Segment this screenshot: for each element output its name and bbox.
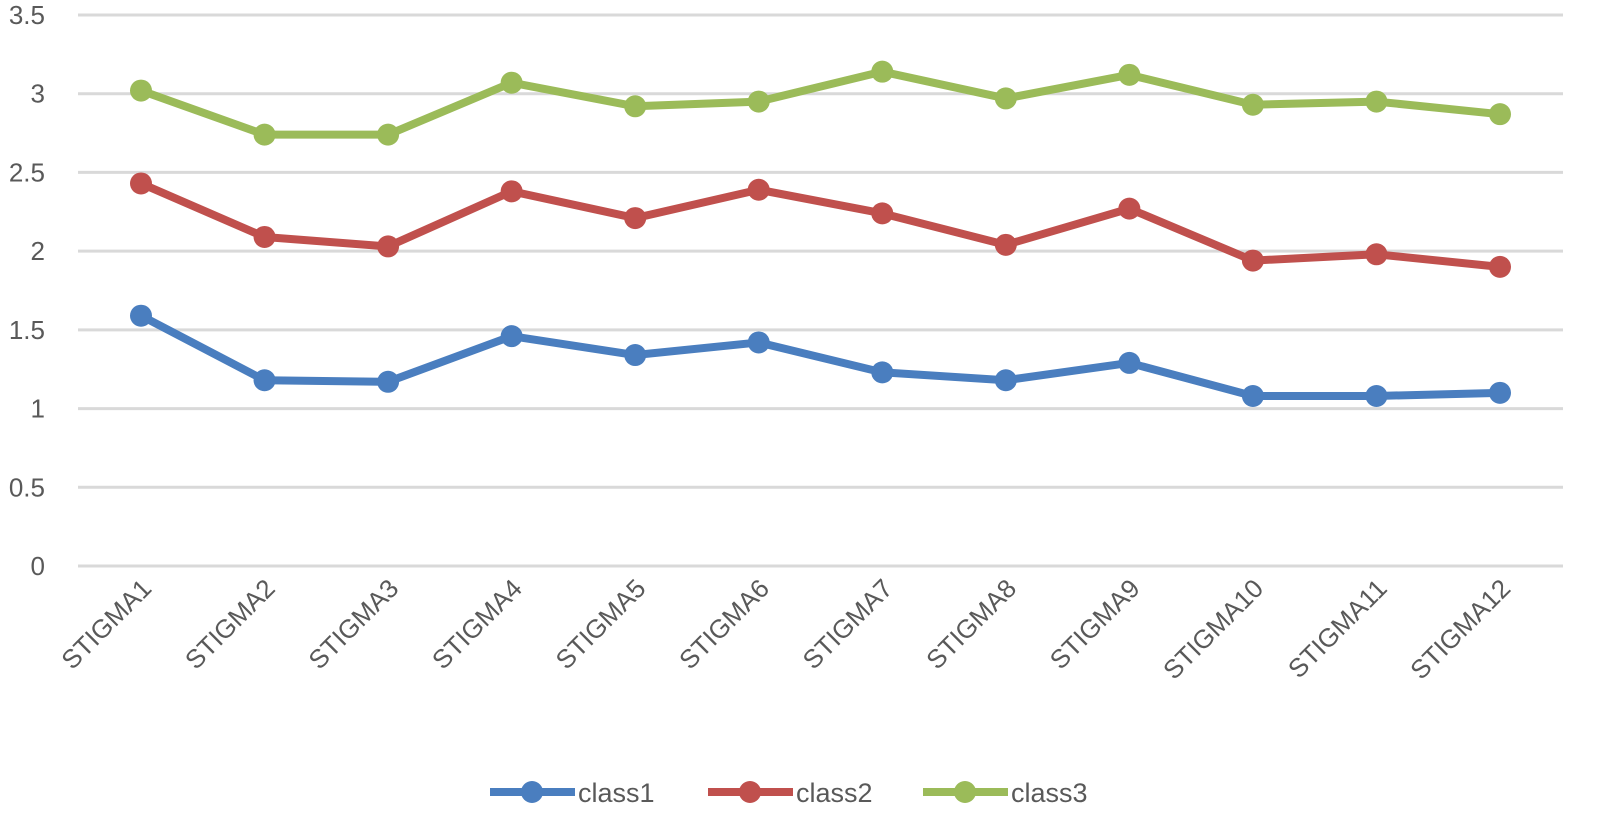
series-class1 bbox=[130, 304, 1511, 407]
series-class2 bbox=[130, 172, 1511, 278]
data-point bbox=[1118, 63, 1141, 86]
data-point bbox=[1489, 255, 1511, 278]
legend-label: class2 bbox=[796, 778, 873, 808]
data-point bbox=[624, 344, 647, 367]
legend-item-class1: class1 bbox=[490, 778, 655, 808]
y-tick-label: 3 bbox=[31, 79, 45, 109]
x-tick-label: STIGMA10 bbox=[1157, 573, 1269, 685]
x-tick-label: STIGMA8 bbox=[920, 573, 1022, 675]
series-lines bbox=[130, 60, 1511, 407]
data-point bbox=[871, 60, 894, 83]
x-tick-label: STIGMA2 bbox=[179, 573, 281, 675]
data-point bbox=[253, 369, 276, 392]
data-point bbox=[747, 178, 770, 201]
data-point bbox=[871, 361, 894, 384]
y-tick-label: 2.5 bbox=[9, 157, 45, 187]
x-axis-ticks: STIGMA1 STIGMA2 STIGMA3 STIGMA4 STIGMA5 STIGM… bbox=[55, 573, 1516, 685]
legend-swatch-marker bbox=[739, 781, 761, 803]
y-tick-label: 3.5 bbox=[9, 0, 45, 30]
data-point bbox=[1241, 384, 1264, 407]
series-line bbox=[137, 67, 1504, 139]
data-point bbox=[500, 325, 523, 348]
legend-label: class3 bbox=[1011, 778, 1088, 808]
data-point bbox=[130, 79, 152, 102]
legend-swatch-marker bbox=[954, 781, 976, 803]
data-point bbox=[500, 71, 523, 94]
data-point bbox=[1489, 381, 1511, 404]
data-point bbox=[1118, 197, 1141, 220]
series-class3 bbox=[130, 60, 1511, 146]
legend-label: class1 bbox=[578, 778, 655, 808]
data-point bbox=[130, 172, 152, 195]
x-tick-label: STIGMA9 bbox=[1044, 573, 1146, 675]
data-point bbox=[747, 331, 770, 354]
data-point bbox=[994, 369, 1017, 392]
y-tick-label: 1.5 bbox=[9, 315, 45, 345]
legend-item-class2: class2 bbox=[708, 778, 873, 808]
data-point bbox=[994, 233, 1017, 256]
x-tick-label: STIGMA11 bbox=[1282, 573, 1393, 684]
data-point bbox=[377, 123, 400, 146]
series-line bbox=[137, 179, 1504, 271]
data-point bbox=[747, 90, 770, 113]
data-point bbox=[624, 207, 647, 230]
data-point bbox=[1118, 351, 1141, 374]
x-tick-label: STIGMA1 bbox=[55, 573, 157, 675]
data-point bbox=[624, 95, 647, 118]
data-point bbox=[1365, 243, 1388, 266]
y-tick-label: 0 bbox=[31, 551, 45, 581]
data-point bbox=[871, 202, 894, 225]
series-line bbox=[137, 311, 1504, 400]
x-tick-label: STIGMA3 bbox=[302, 573, 404, 675]
data-point bbox=[994, 87, 1017, 110]
legend-item-class3: class3 bbox=[923, 778, 1088, 808]
data-point bbox=[377, 370, 400, 393]
data-point bbox=[1241, 93, 1264, 116]
data-point bbox=[1365, 90, 1388, 113]
x-tick-label: STIGMA7 bbox=[797, 573, 899, 675]
y-tick-label: 2 bbox=[31, 236, 45, 266]
data-point bbox=[130, 304, 152, 327]
x-tick-label: STIGMA12 bbox=[1404, 573, 1516, 685]
y-tick-label: 0.5 bbox=[9, 472, 45, 502]
x-tick-label: STIGMA6 bbox=[673, 573, 775, 675]
legend-swatch-marker bbox=[521, 781, 543, 803]
data-point bbox=[1489, 103, 1511, 126]
data-point bbox=[1241, 249, 1264, 272]
legend: class1 class2 class3 bbox=[490, 778, 1088, 808]
data-point bbox=[1365, 384, 1388, 407]
data-point bbox=[377, 235, 400, 258]
data-point bbox=[253, 123, 276, 146]
data-point bbox=[500, 180, 523, 203]
data-point bbox=[253, 225, 276, 248]
x-tick-label: STIGMA5 bbox=[550, 573, 652, 675]
x-tick-label: STIGMA4 bbox=[426, 573, 528, 675]
grid-lines bbox=[78, 13, 1563, 568]
y-axis-ticks: 0 0.5 1 1.5 2 2.5 3 3.5 bbox=[9, 0, 45, 581]
y-tick-label: 1 bbox=[31, 394, 45, 424]
